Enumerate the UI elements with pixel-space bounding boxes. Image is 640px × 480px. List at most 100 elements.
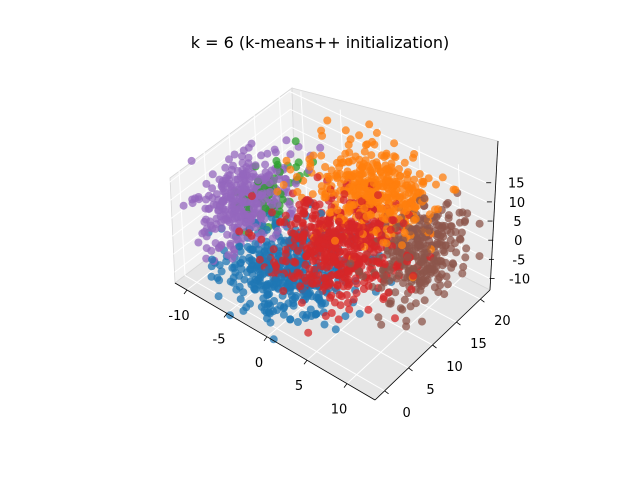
point-cluster-5 — [438, 221, 447, 230]
chart-title: k = 6 (k-means++ initialization) — [190, 33, 450, 52]
point-cluster-4 — [229, 161, 237, 170]
point-cluster-1 — [346, 135, 355, 144]
point-cluster-4 — [271, 148, 280, 157]
point-cluster-4 — [272, 194, 281, 203]
point-cluster-4 — [260, 194, 269, 203]
point-cluster-4 — [291, 179, 300, 188]
point-cluster-1 — [323, 116, 332, 125]
point-cluster-5 — [430, 256, 438, 265]
point-cluster-1 — [415, 170, 424, 178]
point-cluster-5 — [433, 238, 442, 247]
x-tick-mark — [263, 336, 268, 342]
point-cluster-1 — [425, 210, 434, 219]
point-cluster-3 — [328, 270, 337, 279]
point-cluster-3 — [351, 242, 360, 251]
point-cluster-1 — [292, 173, 301, 181]
point-cluster-1 — [363, 191, 372, 200]
x-tick-label: 0 — [255, 356, 263, 371]
point-cluster-0 — [239, 288, 248, 297]
y-tick-mark — [432, 344, 437, 349]
point-cluster-3 — [281, 211, 290, 220]
point-cluster-1 — [293, 187, 302, 196]
point-cluster-5 — [391, 288, 400, 297]
point-cluster-4 — [286, 150, 295, 159]
z-tick-label: 10 — [509, 196, 526, 211]
point-cluster-4 — [208, 184, 217, 193]
point-cluster-3 — [359, 285, 368, 293]
point-cluster-4 — [203, 224, 211, 233]
point-cluster-3 — [357, 197, 366, 206]
point-cluster-1 — [382, 177, 391, 186]
point-cluster-0 — [276, 301, 285, 310]
point-cluster-3 — [349, 250, 358, 259]
point-cluster-1 — [321, 163, 330, 171]
point-cluster-3 — [304, 328, 313, 337]
point-cluster-0 — [263, 254, 272, 263]
point-cluster-1 — [409, 216, 418, 225]
point-cluster-4 — [220, 215, 228, 224]
point-cluster-4 — [241, 218, 250, 227]
point-cluster-3 — [365, 223, 374, 232]
point-cluster-0 — [262, 281, 271, 290]
point-cluster-3 — [247, 192, 256, 201]
point-cluster-3 — [279, 287, 288, 295]
point-cluster-0 — [249, 246, 258, 255]
point-cluster-1 — [353, 191, 362, 200]
point-cluster-5 — [455, 208, 464, 217]
point-cluster-0 — [256, 281, 265, 290]
point-cluster-5 — [388, 248, 396, 257]
point-cluster-4 — [187, 156, 196, 165]
point-cluster-4 — [194, 238, 203, 247]
point-cluster-3 — [257, 235, 266, 244]
point-cluster-3 — [344, 298, 352, 307]
grid-line-z — [170, 108, 291, 201]
z-tick-label: -5 — [512, 253, 525, 268]
point-cluster-3 — [308, 272, 317, 281]
point-cluster-4 — [258, 210, 267, 219]
point-cluster-1 — [360, 179, 369, 188]
point-cluster-4 — [254, 176, 263, 185]
point-cluster-5 — [460, 218, 469, 227]
point-cluster-3 — [306, 241, 315, 250]
point-cluster-5 — [430, 283, 439, 292]
point-cluster-0 — [298, 310, 307, 319]
point-cluster-4 — [215, 175, 224, 184]
point-cluster-3 — [374, 258, 383, 267]
point-cluster-3 — [355, 259, 364, 268]
point-cluster-1 — [327, 166, 336, 175]
point-cluster-4 — [208, 193, 217, 202]
point-cluster-4 — [261, 168, 270, 177]
point-cluster-3 — [327, 291, 336, 300]
x-tick-label: -5 — [213, 332, 226, 347]
point-cluster-4 — [267, 166, 276, 175]
point-cluster-3 — [399, 219, 408, 228]
point-cluster-3 — [340, 190, 349, 199]
point-cluster-4 — [228, 223, 237, 232]
point-cluster-1 — [414, 188, 423, 197]
point-cluster-0 — [331, 325, 340, 334]
point-cluster-1 — [325, 208, 334, 217]
point-cluster-4 — [202, 244, 211, 253]
point-cluster-4 — [208, 170, 217, 179]
z-tick-label: 15 — [508, 177, 525, 192]
y-tick-mark — [408, 367, 413, 372]
point-cluster-0 — [341, 312, 350, 321]
point-cluster-3 — [349, 295, 358, 304]
point-cluster-1 — [339, 158, 348, 167]
point-cluster-0 — [236, 295, 245, 304]
point-cluster-3 — [343, 267, 352, 276]
point-cluster-5 — [433, 230, 442, 238]
point-cluster-3 — [409, 271, 418, 280]
point-cluster-1 — [382, 205, 391, 214]
z-axis-line — [489, 140, 499, 291]
y-tick-mark — [384, 390, 389, 395]
point-cluster-5 — [458, 269, 467, 278]
point-cluster-3 — [321, 280, 330, 289]
point-cluster-3 — [352, 289, 361, 298]
point-cluster-5 — [461, 253, 470, 262]
point-cluster-3 — [333, 280, 342, 289]
point-cluster-0 — [286, 315, 295, 324]
point-cluster-5 — [446, 222, 455, 231]
point-cluster-5 — [440, 248, 449, 257]
point-cluster-5 — [475, 219, 484, 228]
